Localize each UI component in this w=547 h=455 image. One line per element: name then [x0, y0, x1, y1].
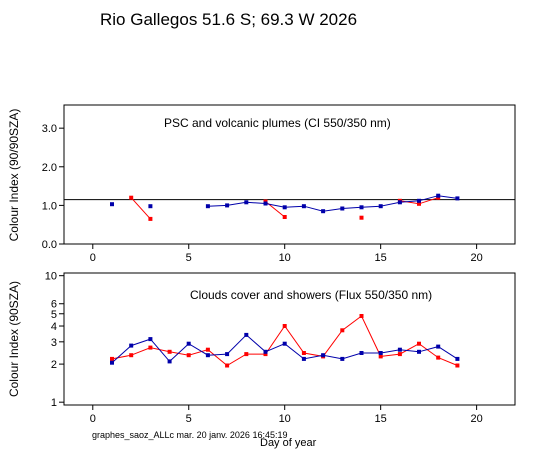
panel1-series-blue-point: [263, 201, 268, 206]
panel2-y-tick-label: 3: [51, 337, 57, 349]
panel2-series-red-point: [455, 363, 460, 368]
panel2-series-red-point: [110, 356, 114, 361]
panel1-series-blue-point: [205, 204, 210, 209]
panel2-x-tick-label: 10: [279, 413, 291, 425]
panel2-series-red-point: [397, 352, 402, 357]
panel1-x-tick-label: 15: [375, 252, 387, 264]
panel2-series-red-point: [244, 352, 249, 357]
panel1-series-blue-line: [207, 195, 458, 212]
panel2-series-red-point: [417, 341, 421, 346]
panel2-series-red-point: [225, 363, 230, 368]
panel1-series-red-point: [282, 215, 287, 219]
panel2-series-blue-line: [111, 334, 458, 364]
footer-text: graphes_saoz_ALLc mar. 20 janv. 2026 16:…: [92, 430, 287, 440]
panel1-frame: [63, 104, 516, 245]
panel2-series-blue-point: [301, 356, 306, 361]
panel2-series-blue-point: [417, 349, 421, 354]
panel2-title: Clouds cover and showers (Flux 550/350 n…: [190, 288, 432, 302]
panel1-series-blue-point: [436, 193, 441, 198]
panel1-title: PSC and volcanic plumes (CI 550/350 nm): [164, 116, 391, 130]
panel2-series-blue-point: [397, 347, 402, 352]
panel2-series-blue-point: [225, 352, 230, 357]
panel1-series-blue-point: [225, 203, 230, 208]
panel1-data: [64, 193, 515, 221]
panel2-series-red-point: [282, 324, 287, 328]
panel1-series-blue-point: [359, 205, 364, 210]
panel2-x-tick-label: 15: [375, 413, 387, 425]
panel2-series-red-point: [436, 355, 441, 360]
panel2-series-blue-point: [110, 360, 114, 365]
panel2-series-red-point: [378, 354, 383, 359]
panel2-series-blue-point: [186, 341, 191, 346]
panel2-data: [110, 314, 460, 368]
panel2-series-red-point: [359, 314, 364, 318]
panel2-series-blue-point: [436, 344, 441, 349]
panel2-series-blue-point: [340, 356, 345, 361]
panel2-series-blue-point: [205, 353, 210, 358]
panel1-series-blue-point: [455, 196, 460, 201]
panel1-x-tick-label: 5: [186, 252, 192, 264]
panel2-y-tick-label: 1: [51, 397, 57, 409]
panel2-series-red-point: [186, 353, 191, 358]
panel2-series-blue-point: [359, 351, 364, 355]
panel1-x-tick-label: 20: [470, 252, 482, 264]
panel2-frame: [63, 272, 516, 406]
x-axis-label: Day of year: [260, 437, 317, 449]
panel1-x-tick-label: 0: [90, 252, 96, 264]
panel1-series-blue-point: [244, 200, 249, 205]
panel1-series-red-point: [148, 216, 153, 221]
figure-title: Rio Gallegos 51.6 S; 69.3 W 2026: [100, 10, 357, 29]
panel2-series-red-point: [263, 352, 268, 357]
panel2-series-blue-point: [129, 343, 134, 348]
panel2-x-tick-label: 5: [186, 413, 192, 425]
panel1-series-blue-point: [340, 206, 345, 211]
panel1-y-axis-label: Colour Index (90/90SZA): [7, 109, 21, 242]
panel1-series-blue-point: [378, 204, 383, 209]
panel2-series-blue-point: [321, 353, 326, 358]
panel2-series-blue-point: [148, 337, 153, 342]
panel2-series-blue-point: [167, 359, 172, 364]
panel1-series-red-point: [359, 215, 364, 220]
panel2-series-red-point: [148, 345, 153, 350]
panel2-series-red-line: [111, 315, 458, 367]
panel2-series-red-point: [205, 347, 210, 352]
panel1-series-blue-point: [397, 200, 402, 205]
panel1-y-tick-label: 3.0: [42, 123, 57, 135]
panel2-y-tick-label: 6: [51, 299, 57, 311]
panel2-series-red-point: [301, 351, 306, 355]
panel1-x-tick-label: 10: [279, 252, 291, 264]
panel2-y-tick-label: 10: [45, 271, 57, 283]
panel1-series-blue-point: [282, 205, 287, 210]
panel1-y-tick-label: 2.0: [42, 162, 57, 174]
panel2-series-red-point: [167, 349, 172, 354]
panel2-series-blue-point: [378, 351, 383, 355]
panel-clouds: Colour Index (90SZA) Clouds cover and sh…: [7, 271, 516, 425]
panel2-x-tick-label: 20: [470, 413, 482, 425]
panel1-axes: 0 5 10 15 20 0.0 1.0 2.0 3.0: [42, 123, 483, 264]
panel1-y-tick-label: 0.0: [42, 239, 57, 251]
panel1-series-blue-point: [417, 198, 421, 203]
panel2-series-red-point: [340, 328, 345, 333]
panel2-x-tick-label: 0: [90, 413, 96, 425]
panel1-series-red-point: [129, 195, 134, 200]
panel2-series-blue-point: [455, 356, 460, 361]
panel2-series-blue-point: [244, 332, 249, 337]
panel2-series-blue-point: [282, 341, 287, 346]
panel2-y-tick-label: 2: [51, 359, 57, 371]
panel1-y-tick-label: 1.0: [42, 200, 57, 212]
panel2-y-tick-label: 5: [51, 309, 57, 321]
panel2-series-blue-point: [263, 349, 268, 354]
panel1-series-red-point: [417, 201, 421, 206]
panel-psc: Colour Index (90/90SZA) PSC and volcanic…: [7, 104, 516, 264]
panel2-y-tick-label: 4: [51, 321, 57, 333]
panel2-y-axis-label: Colour Index (90SZA): [7, 281, 21, 397]
panel1-series-blue-point: [321, 209, 326, 214]
panel1-series-red-line: [130, 197, 151, 220]
panel1-series-blue-point: [110, 202, 114, 207]
panel1-series-blue-point: [148, 204, 153, 209]
panel2-series-red-point: [129, 353, 134, 358]
panel1-series-blue-point: [301, 204, 306, 209]
